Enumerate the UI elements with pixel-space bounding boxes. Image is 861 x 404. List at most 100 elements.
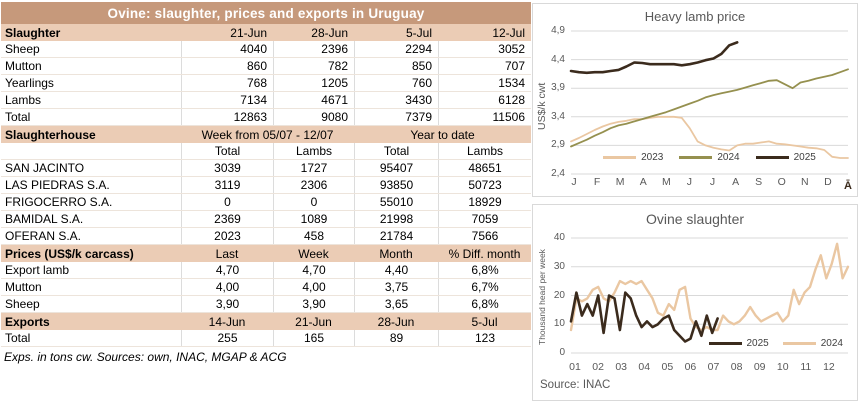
x-tick-label: J: [571, 176, 577, 188]
column-header: 21-Jun: [230, 25, 267, 40]
value-cell: 3,65: [354, 296, 438, 312]
table-row: Lambs 7134 4671 3430 6128: [1, 92, 531, 109]
table-row: Mutton 4,00 4,00 3,75 6,7%: [1, 279, 531, 296]
legend-item: 2025: [708, 338, 769, 349]
value-cell: Total: [181, 143, 273, 159]
series-line-2025: [569, 291, 719, 343]
table-row: Export lamb 4,70 4,70 4,40 6,8%: [1, 262, 531, 279]
table-row: Sheep 4040 2396 2294 3052: [1, 41, 531, 58]
legend-item: 2024: [679, 152, 740, 163]
value-cell: 50723: [438, 177, 531, 193]
x-tick-label: 03: [615, 361, 627, 373]
x-tick-label: J: [686, 176, 693, 188]
value-cell: 7134: [181, 92, 273, 108]
x-tick-label: 02: [592, 361, 604, 373]
legend-label: 2025: [746, 338, 769, 349]
heavy-lamb-price-chart: Heavy lamb price US$/k cwt 2023 2024 2025 …: [532, 3, 858, 197]
x-tick-label: J: [709, 176, 716, 188]
column-span-header: Week from 05/07 - 12/07: [201, 127, 334, 142]
value-cell: 89: [354, 330, 438, 346]
y-tick-label: 3,4: [551, 110, 565, 122]
row-label: LAS PIEDRAS S.A.: [5, 178, 110, 192]
value-cell: 3,90: [273, 296, 354, 312]
x-tick-label: 08: [730, 361, 743, 373]
table-row: SAN JACINTO 3039 1727 95407 48651: [1, 160, 531, 177]
y-tick-label: 2,9: [551, 139, 565, 151]
report-title: Ovine: slaughter, prices and exports in …: [1, 2, 531, 24]
x-tick-label: 04: [638, 361, 651, 373]
row-label: Export lamb: [5, 263, 70, 277]
column-header: % Diff. month: [448, 246, 521, 261]
column-header: 28-Jun: [311, 25, 348, 40]
y-axis-label: US$/k cwt: [536, 82, 548, 130]
value-cell: 0: [273, 194, 354, 210]
row-label: Sheep: [5, 297, 40, 311]
legend-item: 2024: [782, 338, 843, 349]
column-header: 21-Jun: [295, 314, 332, 329]
x-tick-label: 12: [823, 361, 835, 373]
value-cell: 4671: [273, 92, 354, 108]
value-cell: 18929: [438, 194, 531, 210]
value-cell: 7566: [438, 228, 531, 244]
row-label: Yearlings: [5, 76, 54, 90]
series-line-2023: [570, 115, 849, 159]
column-header: Last: [215, 246, 239, 261]
x-tick-label: D: [824, 176, 832, 188]
legend-swatch: [755, 156, 789, 159]
value-cell: 860: [181, 58, 273, 74]
value-cell: 4,00: [273, 279, 354, 295]
value-cell: 1089: [273, 211, 354, 227]
ovine-slaughter-chart: Ovine slaughter Thousand head per week 2…: [532, 204, 858, 401]
table-row: Total Lambs Total Lambs: [1, 143, 531, 160]
row-label: Mutton: [5, 280, 42, 294]
table-row: OFERAN S.A. 2023 458 21784 7566: [1, 228, 531, 245]
section-header-label: Slaughter: [5, 25, 61, 40]
value-cell: 255: [181, 330, 273, 346]
row-label: Total: [5, 331, 31, 345]
column-header: 28-Jun: [377, 314, 415, 329]
value-cell: 4,00: [181, 279, 273, 295]
value-cell: 21784: [354, 228, 438, 244]
legend-label: 2024: [820, 338, 843, 349]
table-row: FRIGOCERRO S.A. 0 0 55010 18929: [1, 194, 531, 211]
row-label: FRIGOCERRO S.A.: [5, 195, 113, 209]
series-line-2024: [569, 242, 850, 332]
table-row: Sheep 3,90 3,90 3,65 6,8%: [1, 296, 531, 313]
y-tick-label: 4,4: [551, 53, 565, 65]
table-body: Slaughter 21-Jun 28-Jun 5-Jul 12-Jul Sheep 404…: [1, 24, 531, 347]
legend: 2023 2024 2025: [571, 152, 848, 163]
legend-label: 2023: [641, 152, 664, 163]
y-tick-label: 3,9: [551, 82, 565, 94]
ovine-slaughter-plot: [569, 237, 850, 354]
value-cell: 2023: [181, 228, 273, 244]
value-cell: 4040: [181, 41, 273, 57]
value-cell: 4,70: [181, 262, 273, 278]
value-cell: Lambs: [273, 143, 354, 159]
value-cell: 4,40: [354, 262, 438, 278]
series-line-2025: [569, 41, 739, 75]
value-cell: 7059: [438, 211, 531, 227]
value-cell: 1205: [273, 75, 354, 91]
value-cell: 6128: [438, 92, 531, 108]
column-header: 5-Jul: [405, 25, 432, 40]
row-label: SAN JACINTO: [5, 161, 85, 175]
value-cell: 21998: [354, 211, 438, 227]
legend-swatch: [782, 342, 816, 345]
value-cell: 93850: [354, 177, 438, 193]
value-cell: 707: [438, 58, 531, 74]
value-cell: Total: [354, 143, 438, 159]
value-cell: 48651: [438, 160, 531, 176]
legend-label: 2024: [717, 152, 740, 163]
y-tick-label: 40: [553, 232, 565, 243]
row-label: Lambs: [5, 93, 42, 107]
value-cell: 12863: [181, 109, 273, 125]
value-cell: 4,70: [273, 262, 354, 278]
value-cell: 2306: [273, 177, 354, 193]
column-header: Month: [379, 246, 413, 261]
x-tick-label: 10: [776, 361, 789, 373]
chart-title: Heavy lamb price: [644, 9, 746, 24]
y-tick-label: 0: [559, 347, 565, 358]
y-tick-label: 30: [553, 260, 565, 272]
x-tick-label: A: [732, 176, 740, 188]
value-cell: 95407: [354, 160, 438, 176]
